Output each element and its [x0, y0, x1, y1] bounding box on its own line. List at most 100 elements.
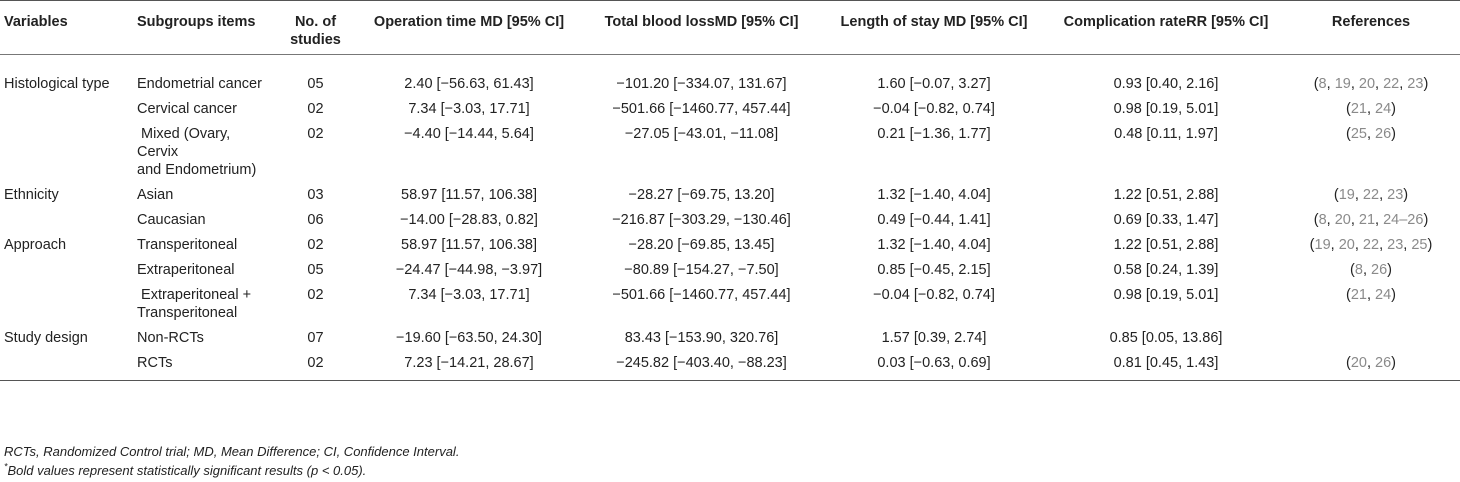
- cell-subgroup: Endometrial cancer: [137, 76, 262, 92]
- cell-length-of-stay: 1.32 [−1.40, 4.04]: [877, 187, 991, 203]
- cell-studies: 02: [307, 126, 324, 142]
- header-operation-time: Operation time MD [95% CI]: [353, 0, 585, 55]
- cell-operation-time: −14.00 [−28.83, 0.82]: [400, 212, 538, 228]
- reference-link[interactable]: 23: [1407, 76, 1424, 92]
- cell-length-of-stay: 1.32 [−1.40, 4.04]: [877, 237, 991, 253]
- reference-link[interactable]: 23: [1387, 237, 1404, 253]
- cell-length-of-stay: 0.49 [−0.44, 1.41]: [877, 212, 991, 228]
- cell-studies: 03: [307, 187, 324, 203]
- reference-link[interactable]: 20: [1338, 237, 1355, 253]
- footnote-marker: *: [4, 461, 8, 472]
- cell-variable: Histological type: [4, 76, 110, 92]
- cell-complication-rate: 1.22 [0.51, 2.88]: [1113, 187, 1219, 203]
- reference-link[interactable]: 19: [1338, 187, 1355, 203]
- cell-blood-loss: −28.20 [−69.85, 13.45]: [628, 237, 775, 253]
- cell-operation-time: 58.97 [11.57, 106.38]: [401, 237, 537, 253]
- reference-link[interactable]: 21: [1358, 212, 1376, 228]
- cell-subgroup: Extraperitoneal: [137, 262, 235, 278]
- cell-subgroup: Cervical cancer: [137, 101, 237, 117]
- cell-references: (8, 19, 20, 22, 23): [1313, 76, 1429, 92]
- table-row: Histological type Endometrial cancer 05 2.4…: [0, 55, 1460, 98]
- header-blood-loss: Total blood lossMD [95% CI]: [585, 0, 818, 55]
- cell-operation-time: 2.40 [−56.63, 61.43]: [404, 76, 534, 92]
- footnote-bold-note: *Bold values represent statistically sig…: [4, 461, 367, 478]
- reference-link[interactable]: 20: [1334, 212, 1351, 228]
- cell-variable: [0, 208, 133, 233]
- cell-operation-time: 58.97 [11.57, 106.38]: [401, 187, 537, 203]
- header-length-of-stay: Length of stay MD [95% CI]: [818, 0, 1050, 55]
- reference-link[interactable]: 21: [1350, 287, 1367, 303]
- cell-complication-rate: 0.69 [0.33, 1.47]: [1113, 212, 1219, 228]
- cell-subgroup: Transperitoneal: [137, 237, 238, 253]
- cell-complication-rate: 0.81 [0.45, 1.43]: [1050, 351, 1282, 381]
- cell-blood-loss: −80.89 [−154.27, −7.50]: [624, 262, 779, 278]
- cell-variable: Ethnicity: [4, 187, 59, 203]
- cell-references: (8, 26): [1350, 262, 1392, 278]
- reference-link[interactable]: 26: [1371, 262, 1388, 278]
- cell-variable: [0, 283, 133, 326]
- cell-complication-rate: 0.58 [0.24, 1.39]: [1113, 262, 1219, 278]
- cell-blood-loss: −216.87 [−303.29, −130.46]: [612, 212, 791, 228]
- table-row: Mixed (Ovary, Cervix and Endometrium) 02 −…: [0, 122, 1460, 183]
- cell-length-of-stay: 1.57 [0.39, 2.74]: [881, 330, 987, 346]
- cell-references: (21, 24): [1345, 287, 1397, 303]
- table-row: RCTs 02 7.23 [−14.21, 28.67] −245.82 [−403.…: [0, 351, 1460, 381]
- cell-complication-rate: 1.22 [0.51, 2.88]: [1113, 237, 1219, 253]
- cell-length-of-stay: −0.04 [−0.82, 0.74]: [873, 101, 995, 117]
- reference-link[interactable]: 25: [1350, 126, 1367, 142]
- footnote-bold-text: Bold values represent statistically sign…: [7, 463, 367, 478]
- cell-studies: 06: [307, 212, 324, 228]
- cell-variable: Study design: [4, 330, 88, 346]
- cell-operation-time: 7.34 [−3.03, 17.71]: [408, 287, 530, 303]
- header-studies: No. of studies: [278, 0, 353, 55]
- cell-studies: 02: [307, 101, 324, 117]
- cell-operation-time: −24.47 [−44.98, −3.97]: [395, 262, 543, 278]
- table-row: Extraperitoneal + Transperitoneal 02 7.34 …: [0, 283, 1460, 326]
- cell-subgroup: Asian: [137, 187, 174, 203]
- reference-link[interactable]: 24: [1375, 101, 1392, 117]
- cell-complication-rate: 0.93 [0.40, 2.16]: [1113, 76, 1219, 92]
- reference-link[interactable]: 8: [1318, 76, 1327, 92]
- reference-link[interactable]: 26: [1375, 355, 1392, 371]
- reference-link[interactable]: 19: [1334, 76, 1351, 92]
- cell-variable: [0, 258, 133, 283]
- reference-link[interactable]: 20: [1350, 355, 1367, 371]
- reference-link[interactable]: 8: [1354, 262, 1363, 278]
- cell-variable: [0, 122, 133, 183]
- reference-link[interactable]: 22: [1362, 187, 1380, 203]
- cell-references: (19, 20, 22, 23, 25): [1309, 237, 1433, 253]
- reference-link[interactable]: 25: [1411, 237, 1428, 253]
- subgroup-analysis-table: Variables Subgroups items No. of studies…: [0, 0, 1460, 381]
- cell-blood-loss: −501.66 [−1460.77, 457.44]: [612, 287, 791, 303]
- cell-complication-rate: 0.48 [0.11, 1.97]: [1114, 126, 1218, 142]
- reference-link[interactable]: 8: [1318, 212, 1327, 228]
- cell-studies: 07: [307, 330, 324, 346]
- cell-references: (21, 24): [1345, 101, 1397, 117]
- reference-link[interactable]: 24: [1375, 287, 1392, 303]
- table-row: Caucasian 06 −14.00 [−28.83, 0.82] −216.87 …: [0, 208, 1460, 233]
- cell-subgroup: Non-RCTs: [137, 330, 204, 346]
- reference-link[interactable]: 22: [1362, 237, 1380, 253]
- cell-subgroup: Mixed (Ovary, Cervix and Endometrium): [137, 126, 257, 178]
- cell-references: [1282, 326, 1460, 351]
- reference-link[interactable]: 19: [1314, 237, 1331, 253]
- reference-link[interactable]: 22: [1383, 76, 1400, 92]
- cell-length-of-stay: 1.60 [−0.07, 3.27]: [877, 76, 991, 92]
- cell-blood-loss: −501.66 [−1460.77, 457.44]: [612, 101, 791, 117]
- cell-references: (8, 20, 21, 24–26): [1313, 212, 1429, 228]
- reference-link[interactable]: 23: [1387, 187, 1404, 203]
- cell-operation-time: −4.40 [−14.44, 5.64]: [404, 126, 534, 142]
- cell-studies: 05: [307, 262, 324, 278]
- cell-operation-time: 7.34 [−3.03, 17.71]: [408, 101, 530, 117]
- reference-link[interactable]: 26: [1375, 126, 1392, 142]
- header-subgroups: Subgroups items: [133, 0, 278, 55]
- reference-link[interactable]: 20: [1358, 76, 1376, 92]
- cell-operation-time: 7.23 [−14.21, 28.67]: [353, 351, 585, 381]
- reference-link[interactable]: 21: [1350, 101, 1367, 117]
- cell-length-of-stay: 0.85 [−0.45, 2.15]: [877, 262, 991, 278]
- cell-blood-loss: −28.27 [−69.75, 13.20]: [628, 187, 775, 203]
- table-row: Extraperitoneal 05 −24.47 [−44.98, −3.97] −…: [0, 258, 1460, 283]
- reference-link[interactable]: 24–26: [1383, 212, 1424, 228]
- cell-length-of-stay: 0.03 [−0.63, 0.69]: [818, 351, 1050, 381]
